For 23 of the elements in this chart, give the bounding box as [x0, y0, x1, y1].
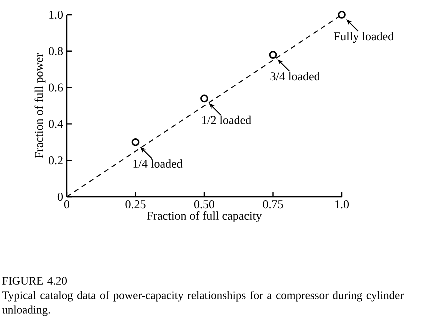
annotation: 1/2 loaded — [202, 116, 252, 124]
annotation: 3/4 loaded — [270, 72, 320, 81]
point — [132, 138, 140, 146]
y-tick-label: 0.8 — [48, 47, 64, 56]
x-tick-label: 0 — [64, 200, 70, 209]
point — [338, 11, 346, 19]
y-axis-title: Fraction of full power — [34, 53, 46, 158]
y-tick-label: 0.6 — [48, 84, 64, 92]
y-tick-label: 1.0 — [50, 10, 64, 20]
x-axis-title: Fraction of full capacity — [147, 211, 262, 222]
x-tick-label: 0.75 — [263, 200, 284, 209]
annotation: Fully loaded — [334, 32, 394, 44]
y-tick-label: 0 — [58, 192, 64, 202]
point — [200, 94, 208, 103]
y-tick-label: 0.4 — [48, 120, 64, 128]
point — [269, 51, 278, 59]
annotation: 1/4 loaded — [134, 160, 183, 168]
x-tick-label: 1.0 — [336, 200, 350, 209]
text: Typical catalog data of power-capacity relationships for a compressor during cylinder unloading. — [2, 291, 404, 316]
caption: FIGURE 4.20 — [2, 277, 68, 285]
y-tick-label: 0.2 — [48, 156, 63, 165]
x-tick-label: 0.25 — [126, 200, 146, 209]
x-tick-label: 0.50 — [194, 200, 214, 209]
